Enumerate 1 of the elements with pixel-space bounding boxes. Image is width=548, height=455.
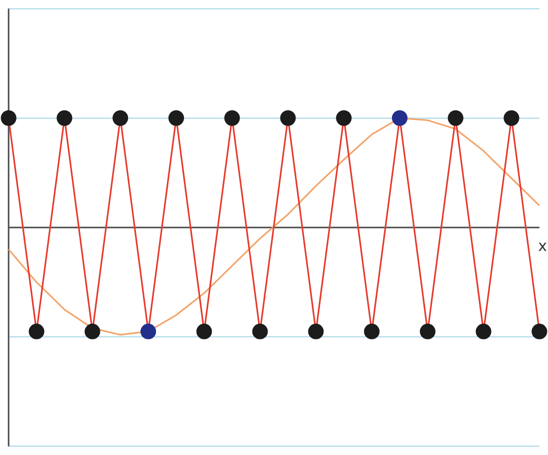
x-axis-title: x <box>538 236 548 255</box>
